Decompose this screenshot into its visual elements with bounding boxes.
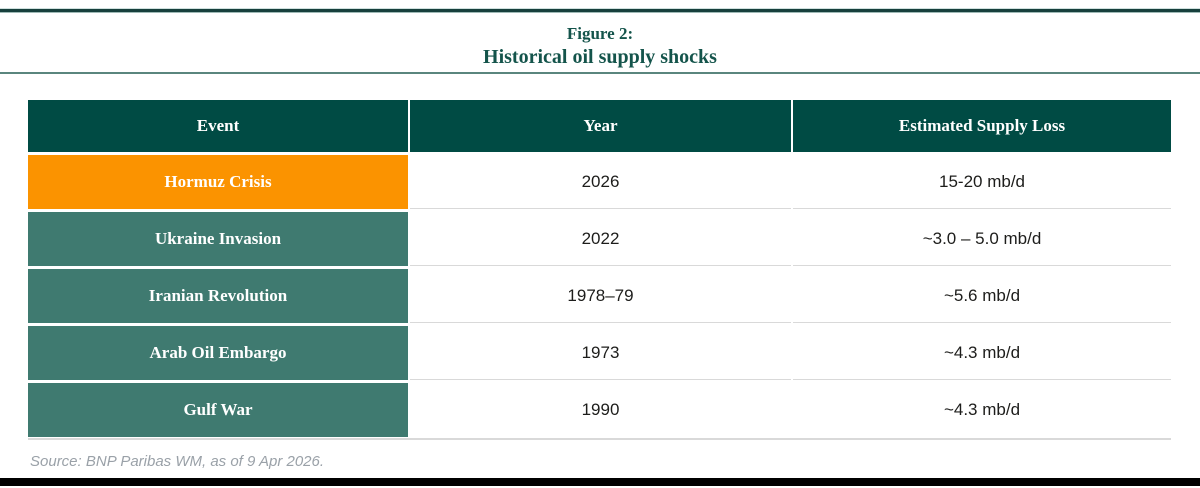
table-row: Arab Oil Embargo 1973 ~4.3 mb/d [28, 326, 1171, 380]
year-cell: 2026 [410, 155, 791, 209]
header-cell-supply-loss: Estimated Supply Loss [793, 100, 1171, 152]
supply-loss-cell: ~5.6 mb/d [793, 269, 1171, 323]
supply-loss-cell: ~4.3 mb/d [793, 383, 1171, 437]
header-cell-year: Year [410, 100, 791, 152]
supply-loss-cell: ~3.0 – 5.0 mb/d [793, 212, 1171, 266]
year-cell: 1990 [410, 383, 791, 437]
event-cell: Arab Oil Embargo [28, 326, 408, 380]
bottom-border-bar [0, 478, 1200, 486]
table-header-row: Event Year Estimated Supply Loss [28, 100, 1171, 152]
event-cell: Hormuz Crisis [28, 155, 408, 209]
year-cell: 1978–79 [410, 269, 791, 323]
supply-shocks-table: Event Year Estimated Supply Loss Hormuz … [28, 100, 1171, 440]
title-divider [0, 72, 1200, 74]
event-cell: Iranian Revolution [28, 269, 408, 323]
figure-title-text: Historical oil supply shocks [483, 46, 717, 68]
year-cell: 2022 [410, 212, 791, 266]
header-cell-event: Event [28, 100, 408, 152]
supply-loss-cell: 15-20 mb/d [793, 155, 1171, 209]
figure-title: Figure 2: Historical oil supply shocks [0, 23, 1200, 70]
figure-number: Figure 2: [566, 24, 634, 43]
table-row: Hormuz Crisis 2026 15-20 mb/d [28, 155, 1171, 209]
top-accent-bar [0, 8, 1200, 13]
event-cell: Gulf War [28, 383, 408, 437]
supply-loss-cell: ~4.3 mb/d [793, 326, 1171, 380]
source-note: Source: BNP Paribas WM, as of 9 Apr 2026… [30, 453, 325, 470]
event-cell: Ukraine Invasion [28, 212, 408, 266]
table-row: Gulf War 1990 ~4.3 mb/d [28, 383, 1171, 437]
year-cell: 1973 [410, 326, 791, 380]
table-row: Iranian Revolution 1978–79 ~5.6 mb/d [28, 269, 1171, 323]
table-row: Ukraine Invasion 2022 ~3.0 – 5.0 mb/d [28, 212, 1171, 266]
